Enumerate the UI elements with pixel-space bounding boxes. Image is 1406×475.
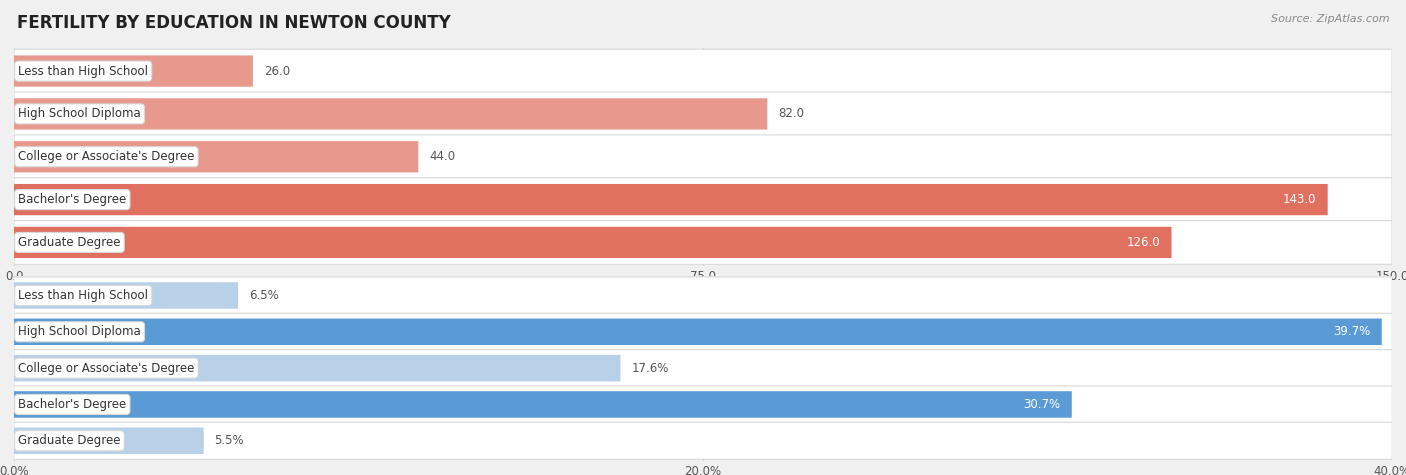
Text: 126.0: 126.0 bbox=[1126, 236, 1160, 249]
Text: 39.7%: 39.7% bbox=[1333, 325, 1371, 338]
FancyBboxPatch shape bbox=[14, 282, 238, 309]
Text: Bachelor's Degree: Bachelor's Degree bbox=[18, 398, 127, 411]
FancyBboxPatch shape bbox=[14, 314, 1392, 351]
Text: 5.5%: 5.5% bbox=[215, 434, 245, 447]
FancyBboxPatch shape bbox=[14, 386, 1392, 423]
FancyBboxPatch shape bbox=[14, 135, 1392, 179]
FancyBboxPatch shape bbox=[14, 428, 204, 454]
Text: Graduate Degree: Graduate Degree bbox=[18, 434, 121, 447]
FancyBboxPatch shape bbox=[14, 98, 768, 130]
Text: Source: ZipAtlas.com: Source: ZipAtlas.com bbox=[1271, 14, 1389, 24]
Text: Bachelor's Degree: Bachelor's Degree bbox=[18, 193, 127, 206]
Text: Less than High School: Less than High School bbox=[18, 65, 148, 77]
Text: FERTILITY BY EDUCATION IN NEWTON COUNTY: FERTILITY BY EDUCATION IN NEWTON COUNTY bbox=[17, 14, 450, 32]
FancyBboxPatch shape bbox=[14, 227, 1171, 258]
Text: Less than High School: Less than High School bbox=[18, 289, 148, 302]
FancyBboxPatch shape bbox=[14, 422, 1392, 459]
FancyBboxPatch shape bbox=[14, 141, 418, 172]
FancyBboxPatch shape bbox=[14, 92, 1392, 136]
FancyBboxPatch shape bbox=[14, 350, 1392, 387]
Text: High School Diploma: High School Diploma bbox=[18, 325, 141, 338]
FancyBboxPatch shape bbox=[14, 319, 1382, 345]
FancyBboxPatch shape bbox=[14, 277, 1392, 314]
Text: College or Associate's Degree: College or Associate's Degree bbox=[18, 361, 194, 375]
FancyBboxPatch shape bbox=[14, 355, 620, 381]
Text: 143.0: 143.0 bbox=[1284, 193, 1316, 206]
Text: College or Associate's Degree: College or Associate's Degree bbox=[18, 150, 194, 163]
Text: 82.0: 82.0 bbox=[779, 107, 804, 120]
Text: Graduate Degree: Graduate Degree bbox=[18, 236, 121, 249]
FancyBboxPatch shape bbox=[14, 220, 1392, 264]
FancyBboxPatch shape bbox=[14, 391, 1071, 418]
FancyBboxPatch shape bbox=[14, 56, 253, 87]
Text: 26.0: 26.0 bbox=[264, 65, 290, 77]
FancyBboxPatch shape bbox=[14, 178, 1392, 221]
FancyBboxPatch shape bbox=[14, 184, 1327, 215]
Text: 44.0: 44.0 bbox=[429, 150, 456, 163]
FancyBboxPatch shape bbox=[14, 49, 1392, 93]
Text: 17.6%: 17.6% bbox=[631, 361, 669, 375]
Text: 30.7%: 30.7% bbox=[1024, 398, 1060, 411]
Text: High School Diploma: High School Diploma bbox=[18, 107, 141, 120]
Text: 6.5%: 6.5% bbox=[249, 289, 278, 302]
